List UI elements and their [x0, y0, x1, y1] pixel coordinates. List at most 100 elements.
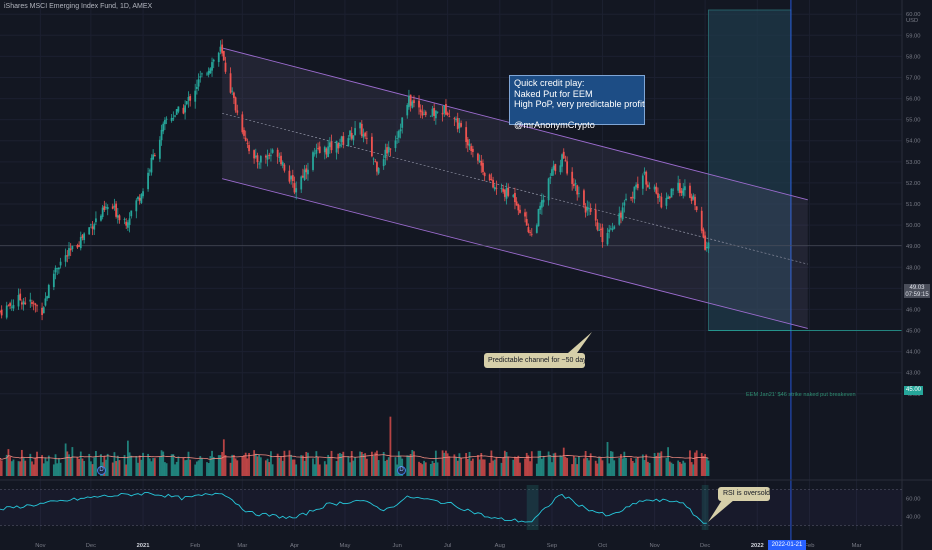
candle — [317, 148, 319, 149]
volume-bar — [572, 456, 575, 476]
y-tick-label: 60.00 — [906, 12, 921, 18]
candle — [330, 141, 333, 151]
volume-bar — [468, 451, 471, 476]
candle — [359, 122, 362, 129]
candle — [10, 306, 13, 308]
candle — [530, 233, 533, 235]
candle — [253, 150, 256, 159]
volume-bar — [423, 460, 425, 476]
volume-bar — [140, 459, 143, 476]
candle — [667, 196, 669, 200]
candle — [164, 119, 166, 125]
candle — [448, 116, 451, 118]
volume-bar — [672, 463, 675, 476]
candle — [502, 188, 505, 192]
volume-bar — [583, 458, 585, 476]
x-tick-label: Mar — [852, 543, 862, 549]
candle — [554, 164, 557, 172]
volume-bar — [113, 452, 116, 476]
candle — [313, 153, 316, 155]
volume-bar — [254, 453, 257, 476]
candle — [677, 182, 680, 191]
candle — [561, 154, 563, 167]
volume-bar — [374, 452, 377, 476]
volume-bar — [705, 457, 708, 476]
candle — [704, 235, 707, 250]
volume-bar — [59, 462, 62, 476]
candle — [116, 215, 119, 218]
volume-bar — [564, 456, 567, 476]
candle — [601, 227, 604, 243]
volume-bar — [455, 457, 457, 476]
volume-bar — [212, 456, 215, 476]
candle — [20, 302, 23, 305]
candle — [483, 172, 486, 177]
candle — [352, 135, 355, 141]
volume-bar — [588, 460, 590, 476]
candle — [443, 105, 446, 114]
volume-bar — [229, 462, 232, 476]
candle — [621, 207, 624, 220]
candle — [406, 104, 409, 116]
volume-bar — [482, 459, 484, 476]
note-line: @mrAnonymCrypto — [514, 120, 595, 131]
volume-bar — [303, 460, 306, 476]
candle — [259, 156, 262, 163]
candle — [69, 248, 72, 251]
volume-bar — [613, 460, 616, 476]
volume-bar — [253, 450, 256, 476]
candle — [128, 218, 131, 225]
candle — [648, 187, 651, 189]
candle — [576, 185, 579, 195]
x-tick-label: Jun — [392, 543, 401, 549]
volume-bar — [138, 455, 141, 476]
trade-note-box: Quick credit play: Naked Put for EEM Hig… — [509, 75, 645, 130]
volume-bar — [17, 461, 20, 476]
currency-label: USD — [906, 18, 918, 24]
volume-bar — [436, 462, 439, 476]
dividend-badge[interactable]: D — [97, 466, 106, 475]
candle — [103, 206, 106, 210]
volume-bar — [540, 458, 543, 476]
candle — [182, 107, 185, 114]
volume-bar — [81, 458, 84, 476]
y-tick-label: 51.00 — [906, 202, 921, 208]
volume-bar — [443, 452, 446, 476]
candle — [258, 163, 261, 165]
candle — [54, 267, 57, 273]
volume-bar — [493, 459, 496, 476]
volume-bar — [207, 463, 210, 476]
volume-bar — [446, 453, 449, 476]
volume-bar — [635, 458, 638, 476]
candle — [525, 219, 528, 226]
candle — [599, 229, 602, 230]
note-line: Naked Put for EEM — [514, 88, 593, 99]
volume-bar — [646, 461, 649, 476]
candle — [515, 201, 518, 206]
candle — [492, 179, 494, 188]
candle — [468, 143, 471, 147]
candle — [636, 183, 639, 189]
dividend-badge[interactable]: D — [397, 466, 406, 475]
volume-bar — [111, 462, 114, 476]
volume-bar — [135, 456, 138, 476]
candle — [57, 267, 60, 270]
volume-bar — [281, 460, 284, 476]
candle — [19, 293, 22, 301]
candle — [147, 172, 149, 190]
candle — [291, 175, 294, 181]
candle — [229, 73, 232, 93]
volume-bar — [175, 461, 178, 476]
candle — [365, 137, 368, 139]
volume-bar — [411, 450, 414, 476]
candle — [596, 222, 599, 230]
candle — [653, 186, 656, 190]
volume-bar — [608, 463, 611, 476]
candle — [408, 95, 410, 108]
candle — [207, 70, 210, 75]
volume-bar — [278, 457, 281, 476]
candle — [288, 170, 291, 182]
candle — [397, 131, 400, 138]
volume-bar — [618, 457, 621, 476]
